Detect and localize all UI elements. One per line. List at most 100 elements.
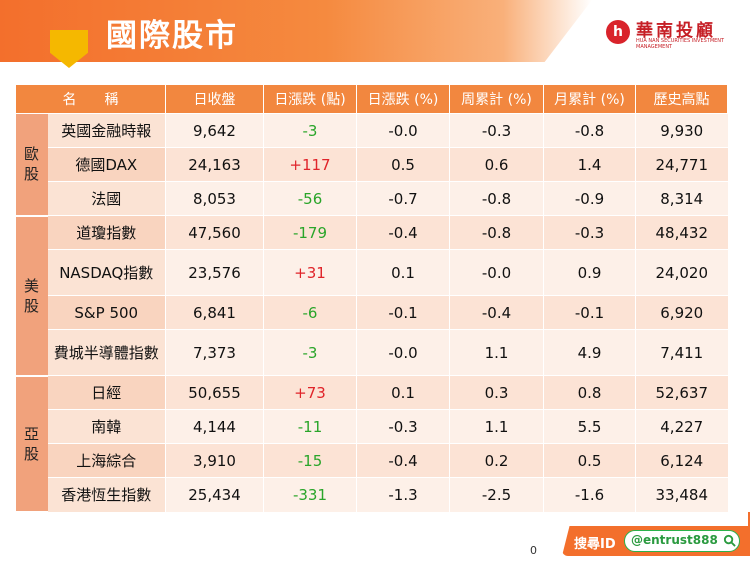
logo-emblem-icon: h [606,20,630,44]
cell-chg-pct: -0.0 [356,329,450,376]
cell-close: 24,163 [165,147,264,182]
column-header: 日漲跌 (點) [263,84,357,114]
cell-high: 8,314 [635,181,728,216]
index-name-text: 日經 [91,383,122,402]
column-header: 歷史高點 [635,84,728,114]
index-name: 費城半導體指數 [47,329,166,376]
logo-subtitle: HUA NAN SECURITIES INVESTMENT MANAGEMENT [636,38,725,50]
cell-chg: -11 [263,409,357,444]
table-row: 上海綜合 3,910 -15 -0.4 0.2 0.5 6,124 [16,443,728,478]
index-name-text: 道瓊指數 [76,223,137,242]
index-name-text: S&P 500 [74,303,139,322]
index-name: S&P 500 [47,295,166,330]
index-name-text: 法國 [91,189,122,208]
index-name: NASDAQ指數 [47,249,166,296]
cell-high: 24,020 [635,249,728,296]
table-row: 美股道瓊指數 47,560 -179 -0.4 -0.8 -0.3 48,432 [15,215,728,377]
cell-high: 6,920 [635,295,728,330]
cell-chg-pct: 0.1 [356,249,450,296]
cell-month: 4.9 [543,329,636,376]
cell-week: -0.0 [449,249,544,296]
cell-chg-pct: -0.1 [356,295,450,330]
cell-high: 7,411 [635,329,728,376]
cell-close: 50,655 [165,375,264,410]
cell-close: 9,642 [165,113,264,148]
corner-accent [748,512,750,526]
cell-close: 4,144 [165,409,264,444]
cell-close: 3,910 [165,443,264,478]
cell-month: -0.1 [543,295,636,330]
table-row: 亞股 日經 50,655 +73 0.1 0.3 0.8 52,637 [15,375,728,513]
cell-week: 1.1 [449,409,544,444]
search-banner: 搜尋ID @entrust888 [562,526,750,556]
cell-chg: -3 [263,113,357,148]
title-banner [0,0,592,62]
index-name: 上海綜合 [47,443,166,478]
search-icon [723,534,736,547]
table-row: NASDAQ指數 23,576 +31 0.1 -0.0 0.9 24,020 [16,249,728,296]
cell-chg: -56 [263,181,357,216]
cell-month: -0.9 [543,181,636,216]
cell-month: 0.5 [543,443,636,478]
column-header: 周累計 (%) [449,84,544,114]
index-name-text: 英國金融時報 [61,121,152,140]
table-row: S&P 500 6,841 -6 -0.1 -0.4 -0.1 6,920 [16,295,728,330]
index-name-text: 香港恆生指數 [61,485,152,504]
index-name-text: 南韓 [91,417,122,436]
table-row: 法國 8,053 -56 -0.7 -0.8 -0.9 8,314 [16,181,728,216]
cell-week: 0.3 [449,375,544,410]
index-name-text: 費城半導體指數 [53,343,159,362]
cell-chg: -3 [263,329,357,376]
index-name: 道瓊指數 [47,215,166,250]
table-row: 南韓 4,144 -11 -0.3 1.1 5.5 4,227 [16,409,728,444]
cell-close: 25,434 [165,477,264,512]
cell-week: -0.8 [449,215,544,250]
page-number: 0 [530,544,537,557]
cell-month: 0.8 [543,375,636,410]
column-header: 名 稱 [15,84,166,114]
cell-chg-pct: 0.1 [356,375,450,410]
index-name: 日經 [47,375,166,410]
cell-month: 5.5 [543,409,636,444]
market-table: 名 稱日收盤 日漲跌 (點) 日漲跌 (%) 周累計 (%) 月累計 (%) 歷史高點 歐… [15,84,728,513]
cell-high: 48,432 [635,215,728,250]
column-header: 日收盤 [165,84,264,114]
cell-chg: +31 [263,249,357,296]
cell-high: 4,227 [635,409,728,444]
cell-chg: -15 [263,443,357,478]
cell-high: 9,930 [635,113,728,148]
search-id-box[interactable]: @entrust888 [624,530,740,552]
region-label: 美股 [15,215,48,377]
cell-week: 0.2 [449,443,544,478]
cell-chg-pct: -1.3 [356,477,450,512]
index-name: 南韓 [47,409,166,444]
cell-week: -0.4 [449,295,544,330]
cell-chg-pct: 0.5 [356,147,450,182]
cell-close: 47,560 [165,215,264,250]
cell-chg: -6 [263,295,357,330]
cell-chg: -331 [263,477,357,512]
cell-month: -0.8 [543,113,636,148]
search-id-text: @entrust888 [631,533,718,547]
cell-close: 23,576 [165,249,264,296]
table-row: 歐股英國金融時報 9,642 -3 -0.0 -0.3 -0.8 9,930 [15,113,728,217]
cell-chg: +117 [263,147,357,182]
cell-month: 0.9 [543,249,636,296]
index-name: 香港恆生指數 [47,477,166,512]
index-name-text: 德國DAX [75,155,138,174]
cell-close: 7,373 [165,329,264,376]
table-row: 香港恆生指數 25,434 -331 -1.3 -2.5 -1.6 33,484 [16,477,728,512]
table-row: 德國DAX 24,163 +117 0.5 0.6 1.4 24,771 [16,147,728,182]
cell-week: 1.1 [449,329,544,376]
table-row: 費城半導體指數 7,373 -3 -0.0 1.1 4.9 7,411 [16,329,728,376]
cell-chg-pct: -0.0 [356,113,450,148]
cell-chg: -179 [263,215,357,250]
cell-high: 6,124 [635,443,728,478]
search-label: 搜尋ID [574,537,616,552]
cell-close: 8,053 [165,181,264,216]
cell-high: 24,771 [635,147,728,182]
index-name: 法國 [47,181,166,216]
cell-chg-pct: -0.4 [356,215,450,250]
cell-week: -0.3 [449,113,544,148]
region-label: 亞股 [15,375,48,513]
